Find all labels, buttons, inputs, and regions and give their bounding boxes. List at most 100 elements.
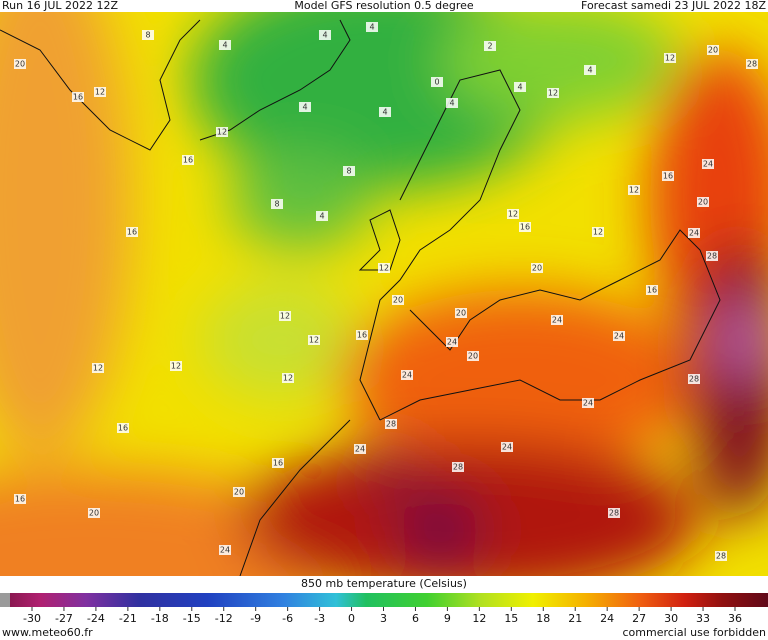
contour-label: 12 (217, 128, 227, 137)
contour-label: 2 (487, 42, 492, 51)
contour-label-bg (170, 361, 182, 371)
contour-label: 12 (665, 54, 675, 63)
contour-label-bg (92, 363, 104, 373)
colorbar-ticks: -30 -27 -24 -21 -18 -15 -12 -9 -6 -3 0 3 6 9 12 15 18 21 2… (23, 607, 742, 625)
contour-label: 28 (707, 252, 717, 261)
contour-label: 12 (629, 186, 639, 195)
contour-label: 20 (708, 46, 718, 55)
contour-label: 28 (747, 60, 757, 69)
contour-label: 12 (309, 336, 319, 345)
contour-label-bg (551, 315, 563, 325)
contour-label-bg (646, 285, 658, 295)
contour-label-bg (697, 197, 709, 207)
contour-label: 24 (402, 371, 412, 380)
contour-label-bg (628, 185, 640, 195)
contour-label: 16 (183, 156, 193, 165)
contour-label: 12 (508, 210, 518, 219)
contour-labels: 2016128444212164404441212202888416121216… (14, 22, 758, 561)
contour-label: 4 (449, 99, 454, 108)
colorbar-tick-label: 0 (348, 612, 355, 625)
colorbar-tick-label: -30 (23, 612, 41, 625)
colorbar-tick-label: -21 (119, 612, 137, 625)
contour-label: 20 (15, 60, 25, 69)
contour-label: 28 (716, 552, 726, 561)
contour-label: 24 (689, 229, 699, 238)
contour-label-bg (343, 166, 355, 176)
contour-label: 12 (93, 364, 103, 373)
contour-label-bg (126, 227, 138, 237)
colorbar-tick-label: 24 (600, 612, 614, 625)
contour-label-bg (715, 551, 727, 561)
colorbar-tick-label: -12 (215, 612, 233, 625)
contour-label-bg (501, 442, 513, 452)
notice-label: commercial use forbidden (623, 626, 767, 639)
contour-label: 4 (587, 66, 592, 75)
contour-label: 28 (609, 509, 619, 518)
contour-label: 28 (453, 463, 463, 472)
colorbar-title: 850 mb temperature (Celsius) (301, 577, 467, 590)
site-label: www.meteo60.fr (2, 626, 93, 639)
contour-label-bg (282, 373, 294, 383)
contour-label-bg (688, 228, 700, 238)
contour-label: 4 (369, 23, 374, 32)
colorbar-tick-label: -9 (250, 612, 261, 625)
contour-label: 20 (89, 509, 99, 518)
contour-label-bg (319, 30, 331, 40)
contour-label-bg (584, 65, 596, 75)
contour-label: 24 (502, 443, 512, 452)
contour-label-bg (379, 107, 391, 117)
contour-label: 24 (447, 338, 457, 347)
colorbar-tick-label: -6 (282, 612, 293, 625)
contour-label-bg (431, 77, 443, 87)
contour-label: 16 (118, 424, 128, 433)
contour-label-bg (467, 351, 479, 361)
contour-label-bg (547, 88, 559, 98)
contour-label: 16 (15, 495, 25, 504)
contour-label: 16 (73, 93, 83, 102)
contour-label-bg (354, 444, 366, 454)
contour-label-bg (582, 398, 594, 408)
contour-label-bg (531, 263, 543, 273)
model-label: Model GFS resolution 0.5 degree (294, 0, 474, 12)
contour-label: 12 (379, 264, 389, 273)
contour-label: 20 (456, 309, 466, 318)
contour-label-bg (233, 487, 245, 497)
colorbar-tick-label: -15 (183, 612, 201, 625)
contour-label-bg (14, 59, 26, 69)
contour-label: 8 (274, 200, 279, 209)
contour-label-bg (271, 199, 283, 209)
contour-label-bg (452, 462, 464, 472)
contour-label-bg (182, 155, 194, 165)
contour-label: 24 (220, 546, 230, 555)
contour-label: 12 (283, 374, 293, 383)
colorbar-tick-label: -3 (314, 612, 325, 625)
contour-label-bg (216, 127, 228, 137)
colorbar-tick-label: 15 (504, 612, 518, 625)
contour-label-bg (366, 22, 378, 32)
colorbar-tick-label: 27 (632, 612, 646, 625)
contour-label: 4 (382, 108, 387, 117)
forecast-label: Forecast samedi 23 JUL 2022 18Z (581, 0, 766, 12)
contour-label: 24 (552, 316, 562, 325)
colorbar (10, 593, 768, 607)
contour-label-bg (446, 337, 458, 347)
contour-label-bg (88, 508, 100, 518)
contour-label: 16 (647, 286, 657, 295)
contour-label: 24 (355, 445, 365, 454)
colorbar-underflow (0, 593, 10, 607)
contour-label-bg (746, 59, 758, 69)
colorbar-tick-label: 3 (380, 612, 387, 625)
contour-label-bg (14, 494, 26, 504)
contour-label: 12 (593, 228, 603, 237)
contour-label-bg (446, 98, 458, 108)
colorbar-tick-label: 21 (568, 612, 582, 625)
contour-label: 20 (234, 488, 244, 497)
contour-label-bg (455, 308, 467, 318)
contour-label: 4 (517, 83, 522, 92)
colorbar-tick-label: 12 (472, 612, 486, 625)
contour-label-bg (279, 311, 291, 321)
contour-label-bg (378, 263, 390, 273)
contour-label: 12 (95, 88, 105, 97)
